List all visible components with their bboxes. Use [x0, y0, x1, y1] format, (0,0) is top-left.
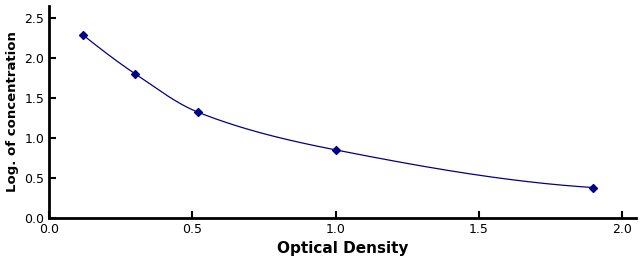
Point	[588, 185, 598, 190]
X-axis label: Optical Density: Optical Density	[277, 242, 408, 256]
Point	[130, 72, 140, 76]
Point	[193, 110, 203, 114]
Point	[78, 33, 89, 37]
Point	[331, 148, 341, 152]
Y-axis label: Log. of concentration: Log. of concentration	[6, 31, 19, 192]
